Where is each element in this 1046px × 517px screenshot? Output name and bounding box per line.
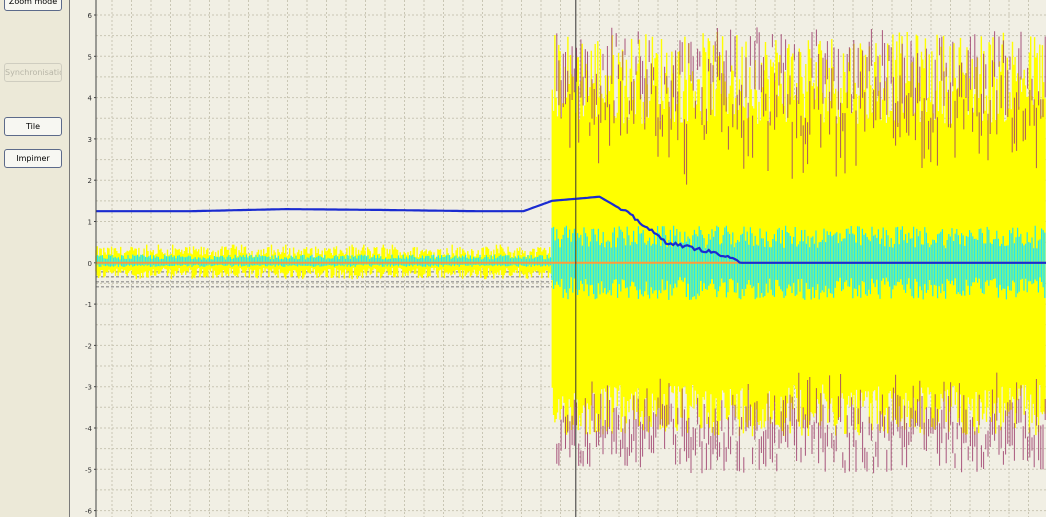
y-tick-label: -3 bbox=[85, 384, 92, 392]
y-tick-label: -2 bbox=[85, 342, 92, 350]
y-tick-label: -6 bbox=[85, 508, 93, 516]
y-tick-label: 5 bbox=[88, 53, 92, 61]
signal-chart-svg[interactable]: 6 5 4 3 2 1 0 -1 -2 -3 -4 -5 -6 bbox=[70, 0, 1046, 517]
y-tick-label: 0 bbox=[88, 260, 92, 268]
y-tick-label: 4 bbox=[88, 95, 93, 103]
y-tick-label: 6 bbox=[88, 12, 93, 20]
y-tick-label: 2 bbox=[88, 177, 92, 185]
zoom-mode-button[interactable]: Zoom mode bbox=[4, 0, 62, 11]
toolbar-panel: Zoom mode Synchronisation Tile Impimer bbox=[0, 0, 70, 517]
y-tick-label: 3 bbox=[88, 136, 92, 144]
y-tick-label: 1 bbox=[88, 219, 92, 227]
series-magenta bbox=[556, 27, 1046, 474]
y-tick-label: -1 bbox=[85, 301, 92, 309]
tile-button[interactable]: Tile bbox=[4, 117, 62, 136]
series-blue bbox=[96, 195, 1046, 264]
y-tick-label: -4 bbox=[85, 425, 93, 433]
y-tick-label: -5 bbox=[85, 466, 92, 474]
series-layer bbox=[95, 27, 1046, 474]
signal-plot[interactable]: 6 5 4 3 2 1 0 -1 -2 -3 -4 -5 -6 bbox=[70, 0, 1046, 517]
panel-divider bbox=[69, 0, 70, 517]
print-button[interactable]: Impimer bbox=[4, 149, 62, 168]
synchronisation-button[interactable]: Synchronisation bbox=[4, 63, 62, 82]
